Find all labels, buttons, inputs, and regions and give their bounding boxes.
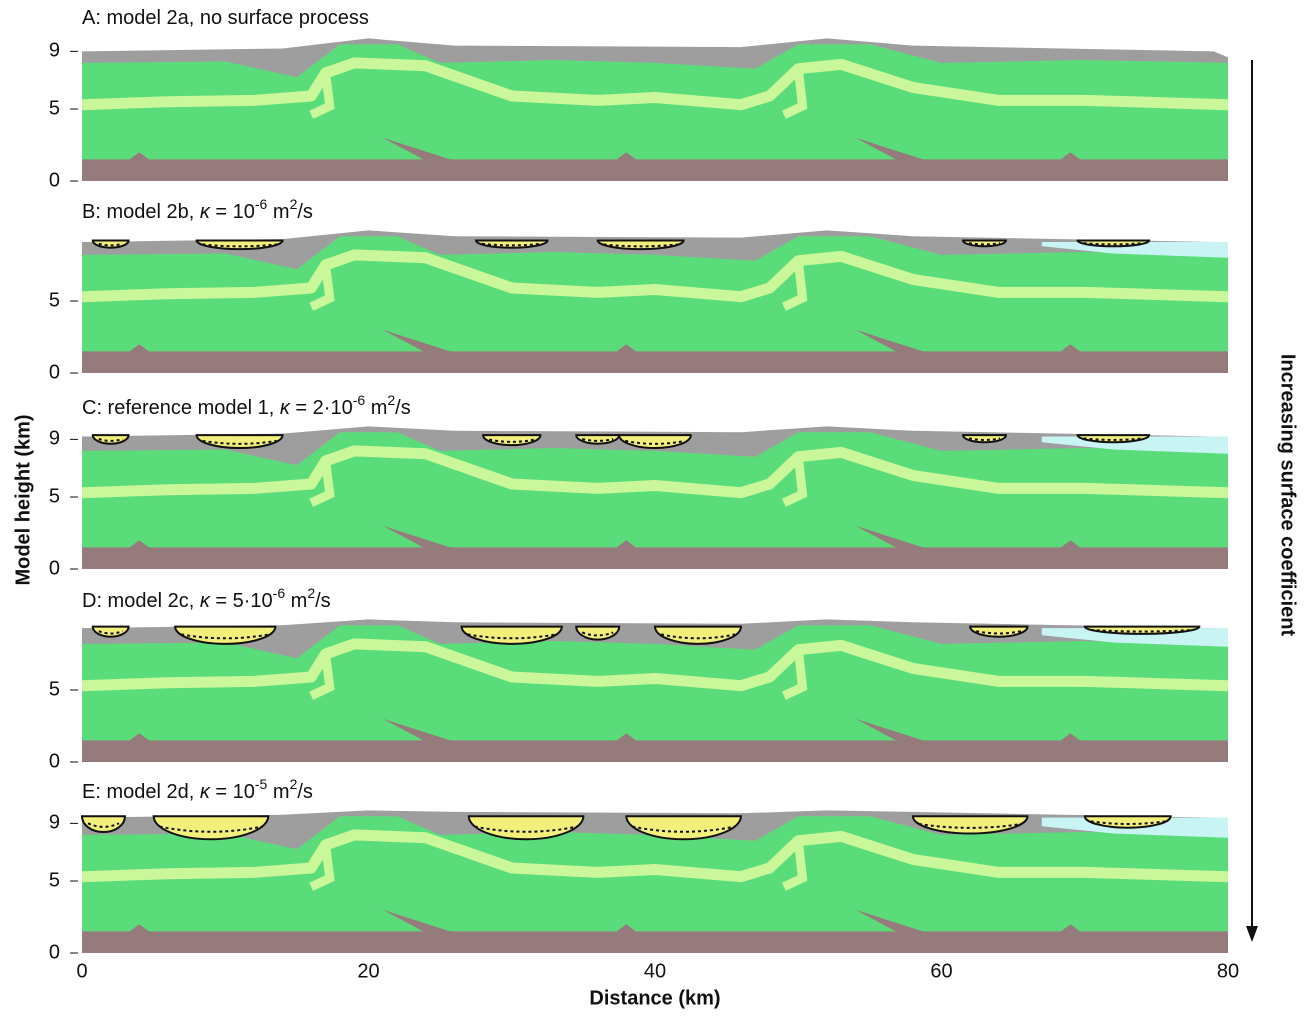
title-part: /s	[297, 201, 313, 223]
x-tick-label: 40	[644, 960, 666, 982]
panel-title: D: model 2c, κ = 5·10-6 m2/s	[82, 585, 331, 613]
y-tick-label: 0	[49, 750, 60, 772]
title-part: 2	[290, 196, 298, 212]
x-tick-label: 80	[1217, 960, 1239, 982]
panel-title: C: reference model 1, κ = 2·10-6 m2/s	[82, 392, 411, 420]
x-tick-label: 0	[76, 960, 87, 982]
panel-title: A: model 2a, no surface process	[82, 7, 369, 29]
title-part: A: model 2a, no surface process	[82, 7, 369, 29]
title-part: m	[285, 590, 307, 612]
y-tick-label: 0	[49, 557, 60, 579]
basement	[82, 740, 1228, 762]
title-part: /s	[297, 781, 313, 803]
title-part: -6	[353, 392, 366, 408]
title-part: 2	[290, 776, 298, 792]
panel: C: reference model 1, κ = 2·10-6 m2/s	[82, 392, 1228, 569]
y-tick-label: 9	[49, 428, 60, 450]
y-tick-label: 0	[49, 941, 60, 963]
title-part: = 2·10	[290, 397, 353, 419]
basement	[82, 931, 1228, 953]
panel: B: model 2b, κ = 10-6 m2/s	[82, 196, 1228, 373]
title-part: D: model 2c,	[82, 590, 200, 612]
panel: A: model 2a, no surface process	[82, 7, 1228, 181]
title-part: 2	[307, 585, 315, 601]
panel-title: B: model 2b, κ = 10-6 m2/s	[82, 196, 313, 224]
y-tick-label: 0	[49, 169, 60, 191]
title-part: E: model 2d,	[82, 781, 200, 803]
x-tick-label: 20	[357, 960, 379, 982]
figure: Model height (km) Distance (km) Increasi…	[0, 0, 1315, 1017]
y-tick-label: 5	[49, 678, 60, 700]
title-part: m	[267, 781, 289, 803]
x-tick-label: 60	[930, 960, 952, 982]
y-tick-label: 5	[49, 289, 60, 311]
title-part: = 10	[210, 781, 255, 803]
side-label: Increasing surface coefficient	[1277, 354, 1299, 637]
title-part: m	[365, 397, 387, 419]
sediment-basin	[93, 241, 129, 248]
title-part: C: reference model 1,	[82, 397, 280, 419]
y-tick-label: 9	[49, 40, 60, 62]
title-part: 2	[387, 392, 395, 408]
title-part: m	[267, 201, 289, 223]
x-axis-label: Distance (km)	[589, 987, 720, 1009]
title-part: = 10	[210, 201, 255, 223]
y-tick-label: 0	[49, 361, 60, 383]
panel-title: E: model 2d, κ = 10-5 m2/s	[82, 776, 313, 804]
y-tick-label: 9	[49, 812, 60, 834]
arrow-head	[1246, 926, 1258, 942]
basement	[82, 547, 1228, 569]
title-part: -5	[255, 776, 268, 792]
basement	[82, 351, 1228, 373]
panel: D: model 2c, κ = 5·10-6 m2/s	[82, 585, 1228, 762]
y-tick-label: 5	[49, 485, 60, 507]
y-tick-label: 5	[49, 97, 60, 119]
panel: E: model 2d, κ = 10-5 m2/s	[82, 776, 1228, 953]
y-axis-label: Model height (km)	[12, 414, 34, 585]
title-part: -6	[273, 585, 286, 601]
title-part: B: model 2b,	[82, 201, 200, 223]
y-tick-label: 5	[49, 869, 60, 891]
basement	[82, 159, 1228, 181]
title-part: /s	[395, 397, 411, 419]
title-part: = 5·10	[210, 590, 273, 612]
title-part: -6	[255, 196, 268, 212]
title-part: /s	[315, 590, 331, 612]
